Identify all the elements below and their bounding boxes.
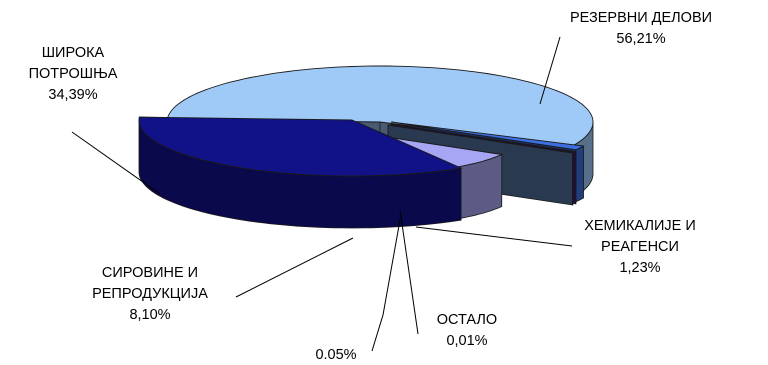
- leader-rezervni: [539, 36, 561, 105]
- slice-value-hemikalije: 1,23%: [619, 260, 660, 276]
- slice-name-sirovine: СИРОВИНЕ И: [102, 265, 198, 281]
- slice-value-unnamed: 0.05%: [315, 347, 356, 363]
- label-sirovine: СИРОВИНЕ И РЕПРОДУКЦИЈА 8,10%: [92, 265, 208, 323]
- slice-rezervni: [166, 65, 594, 147]
- label-siroka: ШИРОКА ПОТРОШЊА 34,39%: [29, 45, 118, 103]
- label-hemikalije: ХЕМИКАЛИЈЕ И РЕАГЕНСИ 1,23%: [584, 218, 696, 276]
- slice-siroka: [138, 116, 463, 177]
- slice-value-siroka: 34,39%: [48, 87, 97, 103]
- slice-name-siroka: ПОТРОШЊА: [29, 66, 118, 82]
- slice-value-sirovine: 8,10%: [129, 307, 170, 323]
- slice-name-siroka: ШИРОКА: [42, 45, 105, 61]
- slice-ostalo: [390, 123, 577, 153]
- slice-name-hemikalije: ХЕМИКАЛИЈЕ И: [584, 218, 696, 234]
- slice-hemikalije: [390, 121, 585, 151]
- slice-name-ostalo: ОСТАЛО: [437, 312, 497, 328]
- leader-hemikalije: [415, 226, 573, 247]
- slice-value-ostalo: 0,01%: [446, 333, 487, 349]
- label-rezervni: РЕЗЕРВНИ ДЕЛОВИ 56,21%: [570, 10, 712, 47]
- leader-unnamed: [371, 219, 401, 352]
- slice-value-rezervni: 56,21%: [616, 31, 665, 47]
- slice-name-rezervni: РЕЗЕРВНИ ДЕЛОВИ: [570, 10, 712, 26]
- slice-name-sirovine: РЕПРОДУКЦИЈА: [92, 286, 208, 302]
- slice-name-hemikalije: РЕАГЕНСИ: [601, 239, 679, 255]
- leader-siroka: [71, 131, 161, 195]
- slice-unnamed: [387, 124, 573, 154]
- slice-hemikalije-wall-0: [575, 145, 584, 203]
- label-unnamed: 0.05%: [315, 347, 356, 363]
- leader-sirovine: [235, 237, 354, 298]
- leader-ostalo: [399, 209, 419, 335]
- label-ostalo: ОСТАЛО 0,01%: [437, 312, 497, 349]
- slice-sirovine: [379, 135, 504, 169]
